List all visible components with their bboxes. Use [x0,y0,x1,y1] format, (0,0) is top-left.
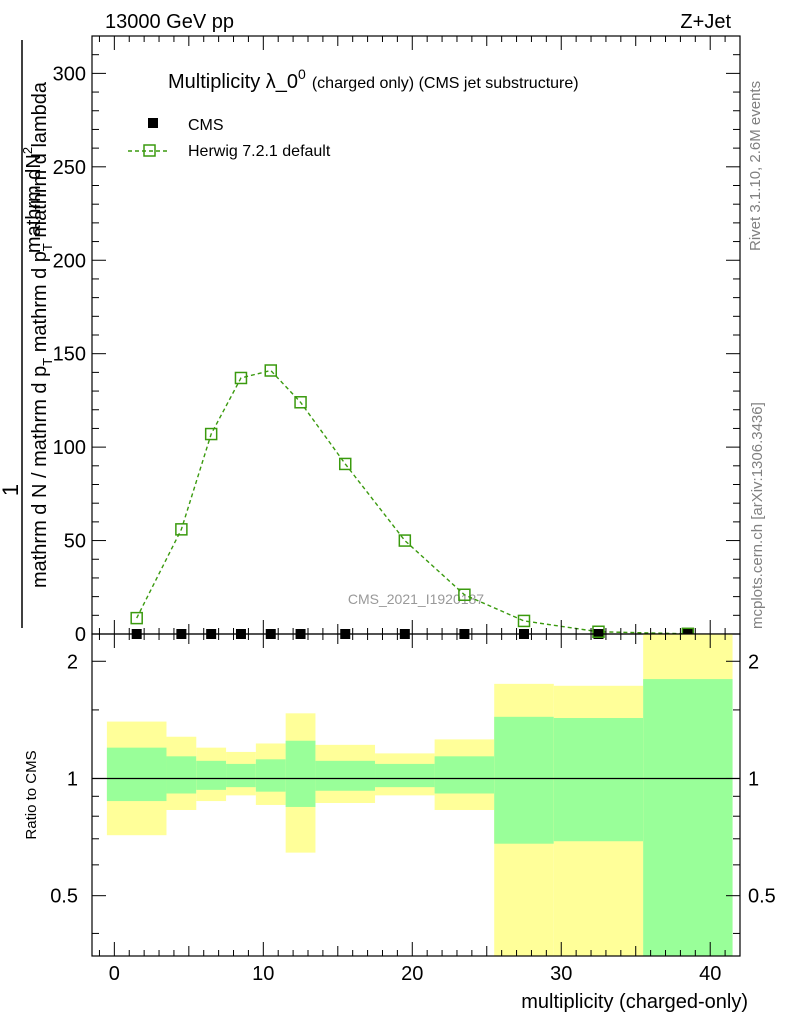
main-ytick-label-1: 50 [64,531,86,553]
process-label: Z+Jet [680,11,731,33]
main-ylabel: 1 mathrm dN2 mathrm d N / mathrm d pT ma… [0,40,55,628]
main-ytick-label-0: 0 [75,624,86,646]
ratio-stat-band-6 [315,760,376,791]
ratio-stat-band-2 [196,760,227,790]
ratio-xtick-label-4: 40 [699,963,721,985]
herwig-point-5 [294,396,307,409]
ratio-ytick-label-right-2: 2 [748,651,759,673]
plot-title: Multiplicity λ_00 (charged only) (CMS jet… [168,66,579,93]
main-ylabel-denominator: mathrm d N / mathrm d pT mathrm d pT mat… [29,81,55,588]
main-ytick-label-2: 100 [53,437,86,459]
main-ylabel-one: 1 [0,484,23,496]
plot-title-main: Multiplicity λ_0 [168,71,298,93]
ratio-stat-band-4 [255,759,286,792]
ratio-stat-band-1 [166,756,197,794]
ratio-ylabel: Ratio to CMS [23,750,40,839]
legend-cms-label: CMS [188,117,224,134]
herwig-curve [136,369,688,635]
energy-label: 13000 GeV pp [105,11,234,33]
analysis-watermark: CMS_2021_I1920187 [348,591,484,607]
legend-herwig-marker [143,144,156,157]
ratio-ytick-label-left-0: 0.5 [50,886,78,908]
ratio-xtick-label-2: 20 [401,963,423,985]
herwig-point-0 [130,611,143,625]
main-ytick-label-5: 250 [53,157,86,179]
herwig-point-8 [458,588,471,602]
ratio-frame [91,633,741,957]
herwig-point-9 [517,614,531,628]
main-ytick-label-6: 300 [53,63,86,85]
ratio-plot-area: 0 10 20 30 40 0.5 0.5 1 1 2 2 [50,633,776,985]
mcplots-label: mcplots.cern.ch [arXiv:1306.3436] [749,402,766,629]
rivet-label: Rivet 3.1.10, 2.6M events [747,81,764,251]
ratio-stat-band-3 [226,763,256,788]
ratio-xlabel: multiplicity (charged-only) [521,991,748,1013]
herwig-point-1 [175,523,188,536]
ratio-xtick-label-3: 30 [550,963,572,985]
herwig-point-2 [204,427,218,441]
plot-title-sup: 0 [298,66,306,82]
legend-cms-marker [148,118,158,128]
ratio-xtick-label-1: 10 [252,963,274,985]
legend-herwig-label: Herwig 7.2.1 default [188,143,331,160]
ratio-ytick-label-right-0: 0.5 [748,886,776,908]
herwig-point-3 [234,371,248,385]
herwig-point-10 [592,625,605,639]
ratio-ytick-label-right-1: 1 [748,768,759,790]
ratio-stat-band-11 [643,679,733,956]
main-ytick-label-4: 200 [53,250,86,272]
plot-title-suffix: (charged only) (CMS jet substructure) [312,75,579,92]
ratio-stat-band-10 [553,717,644,842]
ratio-stat-band-5 [285,740,316,807]
ratio-stat-band-9 [494,716,554,844]
ratio-ytick-label-left-2: 2 [67,651,78,673]
ratio-xtick-label-0: 0 [109,963,120,985]
ratio-stat-band-8 [434,756,495,794]
main-ytick-label-3: 150 [53,344,86,366]
main-ylabel-numerator: mathrm dN2 [20,147,45,253]
herwig-point-4 [264,364,278,377]
ratio-stat-band-0 [106,747,167,802]
legend: CMS Herwig 7.2.1 default [128,117,331,160]
ratio-stat-band-7 [375,763,435,788]
herwig-point-6 [338,457,352,471]
ratio-ytick-label-left-1: 1 [67,768,78,790]
herwig-point-7 [398,534,412,547]
